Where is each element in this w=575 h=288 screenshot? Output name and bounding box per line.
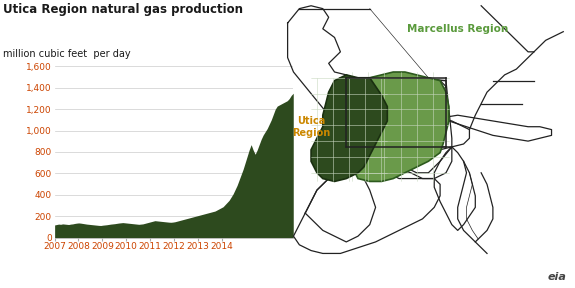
Text: million cubic feet  per day: million cubic feet per day: [3, 49, 131, 59]
Polygon shape: [346, 72, 449, 181]
Text: eia: eia: [547, 272, 566, 282]
Polygon shape: [311, 75, 388, 181]
Text: Utica
Region: Utica Region: [292, 115, 330, 138]
Text: Marcellus Region: Marcellus Region: [407, 24, 508, 34]
Text: Utica Region natural gas production: Utica Region natural gas production: [3, 3, 243, 16]
